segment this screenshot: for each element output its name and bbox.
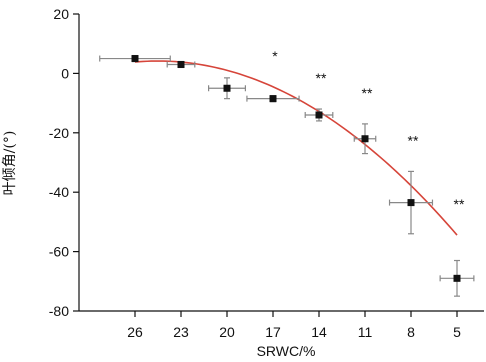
point-marker	[131, 55, 139, 63]
point-marker	[453, 274, 461, 282]
data-point	[304, 108, 334, 122]
y-axis-label: 叶倾角/(°)	[2, 131, 18, 196]
x-tick-label: 14	[311, 324, 327, 340]
significance-mark: **	[362, 85, 373, 101]
significance-mark: **	[408, 132, 419, 148]
x-tick-label: 5	[453, 324, 461, 340]
axes	[78, 14, 484, 312]
y-tick-label: -40	[49, 184, 69, 200]
significance-mark: *	[272, 48, 278, 64]
data-point	[166, 60, 196, 69]
data-points	[99, 54, 475, 297]
point-marker	[361, 135, 369, 143]
data-point	[208, 77, 246, 100]
y-tick-label: -80	[49, 303, 69, 319]
y-tick-label: -20	[49, 125, 69, 141]
data-point	[353, 123, 377, 155]
x-axis-label: SRWC/%	[257, 343, 316, 359]
y-tick-label: -60	[49, 244, 69, 260]
point-marker	[269, 95, 277, 103]
point-marker	[407, 199, 415, 207]
x-tick-label: 26	[127, 324, 143, 340]
point-marker	[223, 84, 231, 92]
point-marker	[315, 111, 323, 119]
data-point	[99, 54, 171, 63]
data-point	[439, 259, 475, 297]
x-tick-label: 8	[407, 324, 415, 340]
y-tick-label: 20	[53, 6, 69, 22]
significance-marks: *********	[272, 48, 465, 212]
y-ticks: 20 0 -20 -40 -60 -80	[49, 6, 79, 319]
x-tick-label: 23	[173, 324, 189, 340]
x-ticks: 26 23 20 17 14 11 8 5	[127, 311, 461, 340]
x-tick-label: 17	[265, 324, 281, 340]
x-tick-label: 11	[358, 324, 373, 340]
y-tick-label: 0	[61, 65, 69, 81]
significance-mark: **	[316, 70, 327, 86]
significance-mark: **	[454, 196, 465, 212]
data-point	[246, 95, 300, 103]
x-tick-label: 20	[219, 324, 235, 340]
point-marker	[177, 60, 185, 68]
data-point	[388, 170, 434, 235]
